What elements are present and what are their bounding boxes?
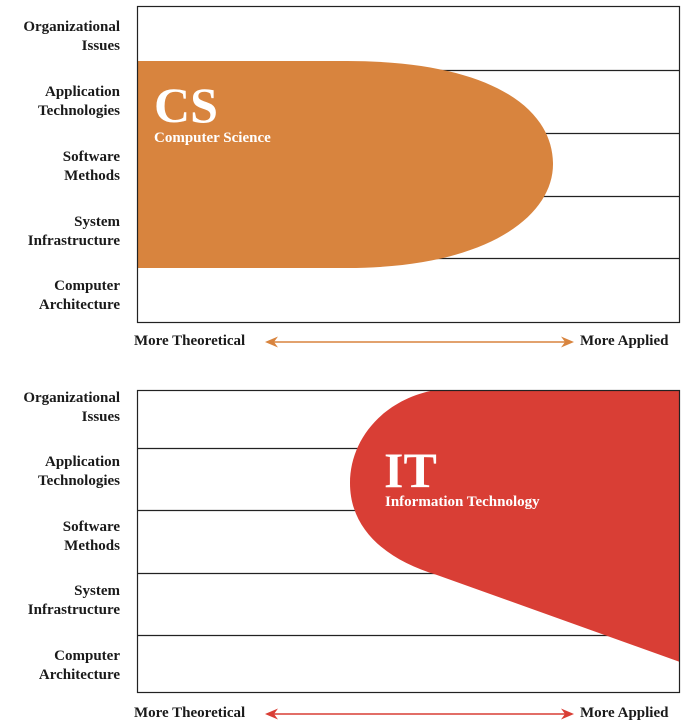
plot-border bbox=[136, 5, 681, 324]
axis-label-applied: More Applied bbox=[580, 705, 669, 721]
row-label-computer-architecture: Computer Architecture bbox=[38, 648, 120, 683]
axis-label-theoretical: More Theoretical bbox=[134, 333, 246, 349]
double-arrow-icon bbox=[265, 336, 574, 348]
row-label-system-infrastructure: System Infrastructure bbox=[27, 583, 120, 618]
row-label-computer-architecture: Computer Architecture bbox=[38, 278, 120, 313]
cs-abbreviation: CS bbox=[154, 77, 218, 133]
axis-label-theoretical: More Theoretical bbox=[134, 705, 246, 721]
double-arrow-icon bbox=[265, 708, 574, 720]
row-label-organizational-issues: Organizational Issues bbox=[23, 390, 120, 425]
row-label-software-methods: Software Methods bbox=[62, 519, 120, 554]
it-plot bbox=[136, 389, 681, 694]
row-label-organizational-issues: Organizational Issues bbox=[23, 19, 120, 54]
it-panel: Organizational Issues Application Technolo… bbox=[0, 370, 686, 728]
axis-label-applied: More Applied bbox=[580, 333, 669, 349]
it-abbreviation: IT bbox=[384, 442, 437, 498]
cs-panel: Organizational Issues Application Technolo… bbox=[0, 0, 686, 360]
cs-region bbox=[137, 61, 554, 268]
cs-plot bbox=[136, 5, 681, 324]
cs-full-name: Computer Science bbox=[154, 130, 271, 146]
row-label-system-infrastructure: System Infrastructure bbox=[27, 214, 120, 249]
row-label-application-technologies: Application Technologies bbox=[38, 454, 120, 489]
it-region bbox=[350, 390, 680, 662]
row-label-application-technologies: Application Technologies bbox=[38, 84, 120, 119]
it-full-name: Information Technology bbox=[385, 494, 540, 510]
plot-border bbox=[136, 389, 681, 694]
row-label-software-methods: Software Methods bbox=[62, 149, 120, 184]
